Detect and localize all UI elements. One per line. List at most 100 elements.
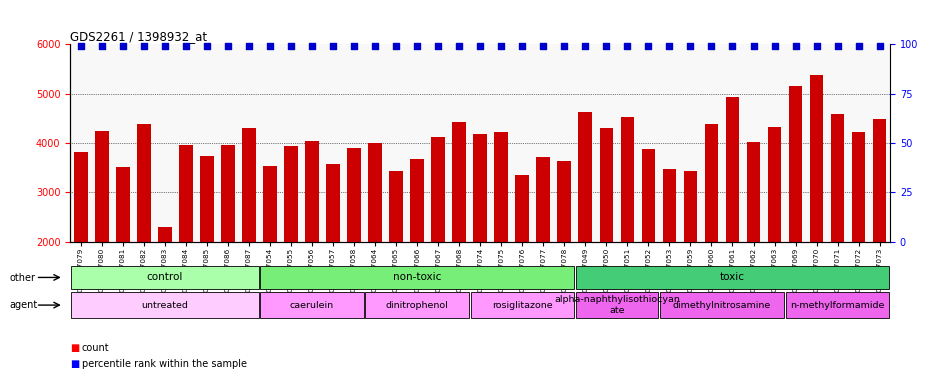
Point [808, 43, 823, 49]
Text: dimethylnitrosamine: dimethylnitrosamine [672, 301, 770, 310]
Point [304, 43, 319, 49]
Point [493, 43, 508, 49]
Point [157, 43, 172, 49]
Bar [431, 137, 445, 341]
Point [829, 43, 844, 49]
Point [724, 43, 739, 49]
Bar [575, 266, 888, 289]
Bar [494, 132, 507, 341]
Point [745, 43, 760, 49]
Bar [221, 145, 235, 341]
Point [241, 43, 256, 49]
Bar [71, 266, 258, 289]
Text: ■: ■ [70, 343, 80, 353]
Bar [326, 164, 340, 341]
Point [871, 43, 886, 49]
Point [95, 43, 110, 49]
Point [640, 43, 655, 49]
Bar [368, 143, 382, 341]
Bar [470, 292, 574, 318]
Text: dinitrophenol: dinitrophenol [386, 301, 448, 310]
Text: rosiglitazone: rosiglitazone [491, 301, 552, 310]
Point [115, 43, 130, 49]
Bar [830, 114, 843, 341]
Bar [305, 141, 318, 341]
Point [767, 43, 782, 49]
Bar [116, 167, 129, 341]
Text: alpha-naphthylisothiocyan
ate: alpha-naphthylisothiocyan ate [553, 295, 680, 315]
Bar [200, 156, 213, 341]
Bar [683, 171, 696, 341]
Text: toxic: toxic [719, 272, 744, 283]
Point [431, 43, 446, 49]
Bar [662, 169, 676, 341]
Point [703, 43, 718, 49]
Text: count: count [81, 343, 109, 353]
Text: non-toxic: non-toxic [392, 272, 441, 283]
Bar [388, 171, 402, 341]
Bar [578, 112, 592, 341]
Bar [452, 122, 465, 341]
Point [682, 43, 697, 49]
Point [535, 43, 550, 49]
Point [388, 43, 403, 49]
Bar [95, 131, 109, 341]
Bar [515, 175, 529, 341]
Bar [71, 292, 258, 318]
Point [346, 43, 361, 49]
Bar [260, 292, 363, 318]
Point [598, 43, 613, 49]
Point [514, 43, 529, 49]
Text: other: other [9, 273, 36, 283]
Point [73, 43, 88, 49]
Bar [871, 119, 885, 341]
Point [451, 43, 466, 49]
Point [472, 43, 487, 49]
Bar [260, 266, 574, 289]
Bar [767, 127, 781, 341]
Bar [241, 128, 256, 341]
Bar [536, 157, 549, 341]
Point [620, 43, 635, 49]
Bar [365, 292, 468, 318]
Text: percentile rank within the sample: percentile rank within the sample [81, 359, 246, 369]
Point [262, 43, 277, 49]
Text: untreated: untreated [141, 301, 188, 310]
Bar [158, 227, 171, 341]
Bar [284, 146, 298, 341]
Bar [473, 134, 487, 341]
Text: control: control [147, 272, 183, 283]
Bar [620, 117, 634, 341]
Point [578, 43, 592, 49]
Bar [263, 166, 276, 341]
Point [220, 43, 235, 49]
Text: ■: ■ [70, 359, 80, 369]
Bar [659, 292, 783, 318]
Bar [641, 149, 654, 341]
Bar [599, 128, 612, 341]
Text: agent: agent [9, 300, 37, 310]
Bar [746, 142, 759, 341]
Point [325, 43, 340, 49]
Point [199, 43, 214, 49]
Point [367, 43, 382, 49]
Bar [704, 124, 718, 341]
Bar [557, 161, 571, 341]
Point [137, 43, 152, 49]
Bar [788, 86, 801, 341]
Bar [179, 144, 193, 341]
Text: GDS2261 / 1398932_at: GDS2261 / 1398932_at [70, 30, 207, 43]
Bar [785, 292, 888, 318]
Point [409, 43, 424, 49]
Bar [410, 159, 423, 341]
Bar [575, 292, 657, 318]
Bar [851, 132, 865, 341]
Bar [809, 75, 823, 341]
Point [661, 43, 676, 49]
Bar [724, 97, 739, 341]
Bar [347, 149, 360, 341]
Point [850, 43, 865, 49]
Bar [74, 152, 88, 341]
Point [284, 43, 299, 49]
Point [787, 43, 802, 49]
